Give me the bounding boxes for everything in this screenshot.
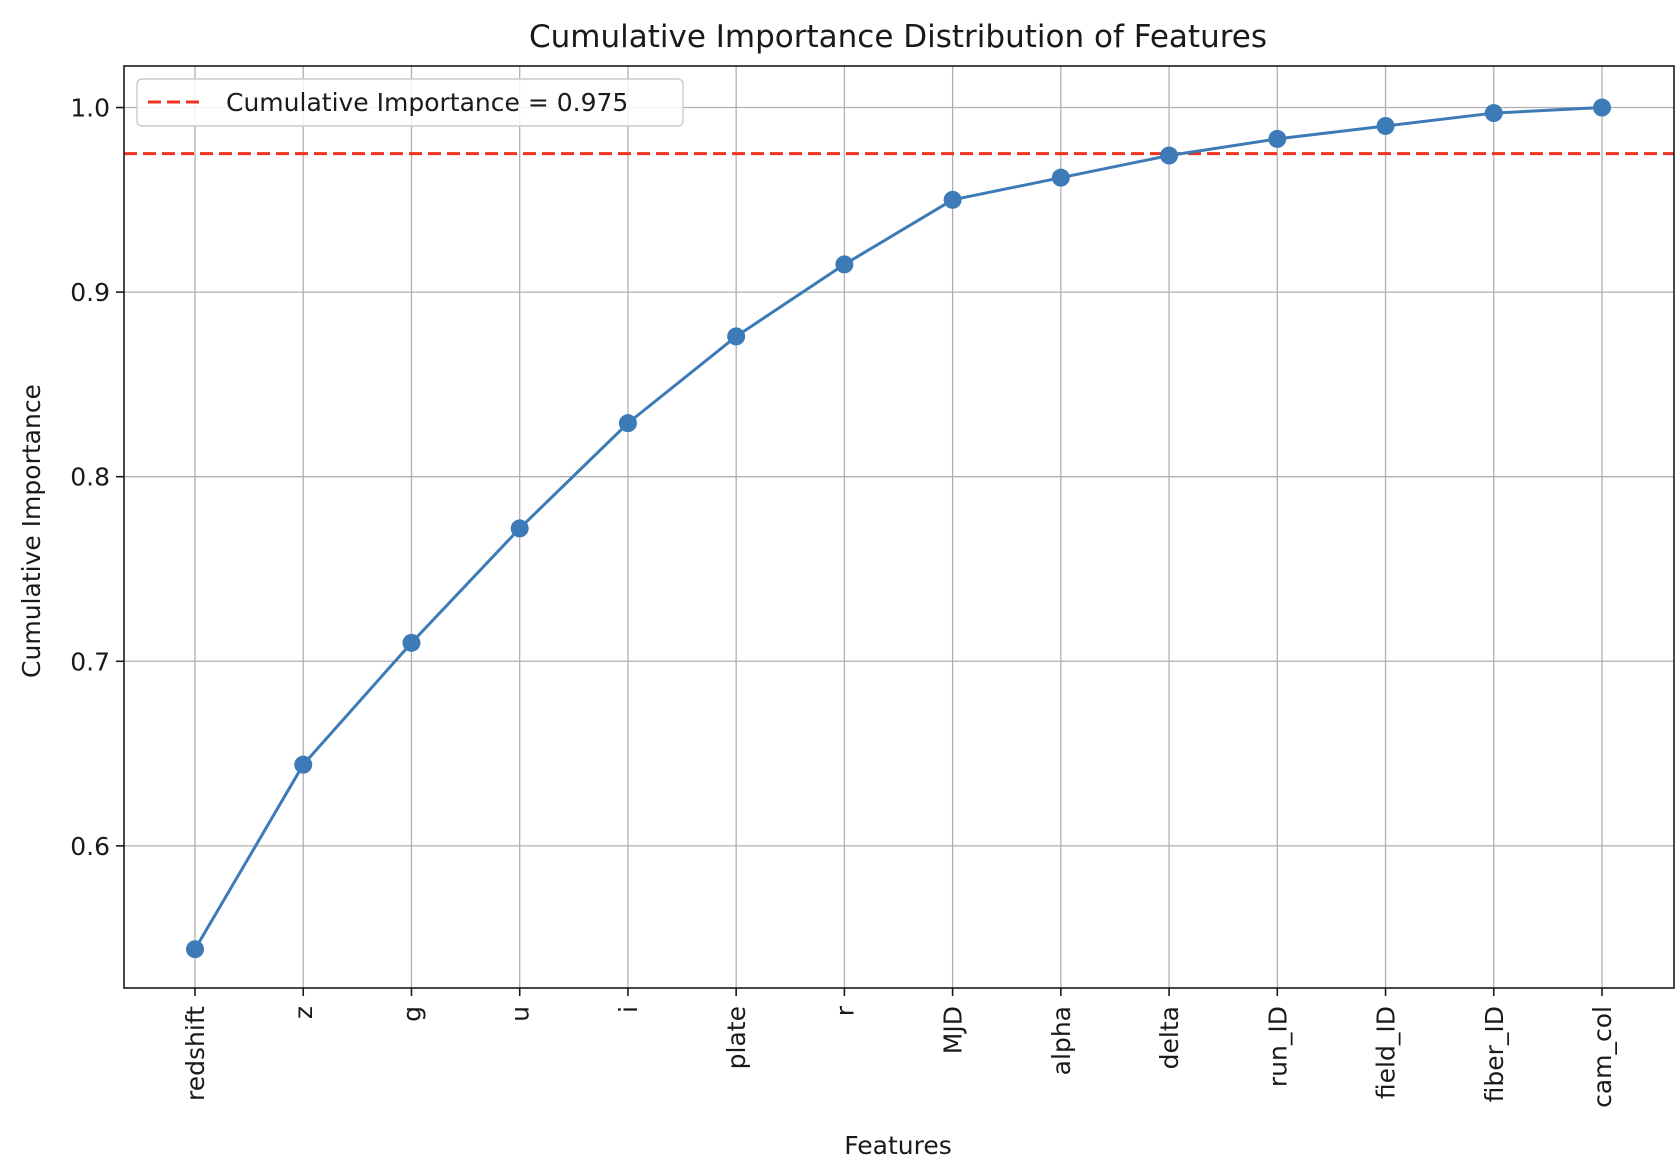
x-tick-label: MJD bbox=[939, 1006, 968, 1054]
x-tick-label: alpha bbox=[1047, 1006, 1076, 1075]
x-axis-label: Features bbox=[844, 1131, 952, 1160]
data-point bbox=[727, 327, 746, 346]
data-point bbox=[1051, 168, 1070, 187]
x-tick-layer: redshift z g u i plate r MJD alpha delta run_ID fie… bbox=[181, 988, 1617, 1108]
x-tick-label: field_ID bbox=[1372, 1006, 1401, 1099]
data-point bbox=[618, 414, 637, 433]
x-tick-label: cam_col bbox=[1588, 1006, 1617, 1108]
series-line bbox=[193, 106, 1603, 950]
data-point bbox=[1268, 129, 1287, 148]
chart-title: Cumulative Importance Distribution of Fe… bbox=[529, 19, 1267, 55]
data-point bbox=[294, 755, 313, 774]
data-point bbox=[943, 190, 962, 209]
x-tick-label: redshift bbox=[181, 1006, 210, 1101]
x-tick-label: plate bbox=[722, 1006, 751, 1069]
y-tick-label: 1.0 bbox=[70, 94, 110, 123]
data-point bbox=[186, 940, 204, 959]
legend-label: Cumulative Importance = 0.975 bbox=[226, 88, 628, 117]
x-tick-label: g bbox=[397, 1006, 426, 1022]
legend-box bbox=[136, 78, 684, 127]
data-point bbox=[1593, 98, 1611, 117]
y-tick-label: 0.7 bbox=[70, 647, 110, 676]
x-tick-label: fiber_ID bbox=[1480, 1006, 1509, 1102]
x-tick-label: z bbox=[289, 1006, 318, 1019]
y-tick-label: 0.9 bbox=[70, 278, 110, 307]
data-point bbox=[1160, 146, 1179, 165]
y-axis-label: Cumulative Importance bbox=[17, 384, 46, 678]
y-tick-layer: 0.6 0.7 0.8 0.9 1.0 bbox=[70, 94, 124, 861]
x-tick-label: i bbox=[614, 1006, 643, 1013]
data-point bbox=[1376, 116, 1395, 135]
x-tick-label: run_ID bbox=[1263, 1006, 1292, 1087]
data-point bbox=[1484, 104, 1503, 123]
data-point bbox=[835, 255, 854, 274]
x-tick-label: r bbox=[830, 1005, 859, 1016]
series-layer bbox=[186, 98, 1611, 959]
y-tick-label: 0.6 bbox=[70, 832, 110, 861]
y-tick-label: 0.8 bbox=[70, 463, 110, 492]
data-point bbox=[402, 633, 421, 652]
plot-frame bbox=[123, 65, 1675, 989]
x-tick-label: delta bbox=[1155, 1006, 1184, 1069]
legend: Cumulative Importance = 0.975 bbox=[136, 78, 684, 127]
data-point bbox=[510, 519, 529, 538]
x-tick-label: u bbox=[506, 1006, 535, 1022]
